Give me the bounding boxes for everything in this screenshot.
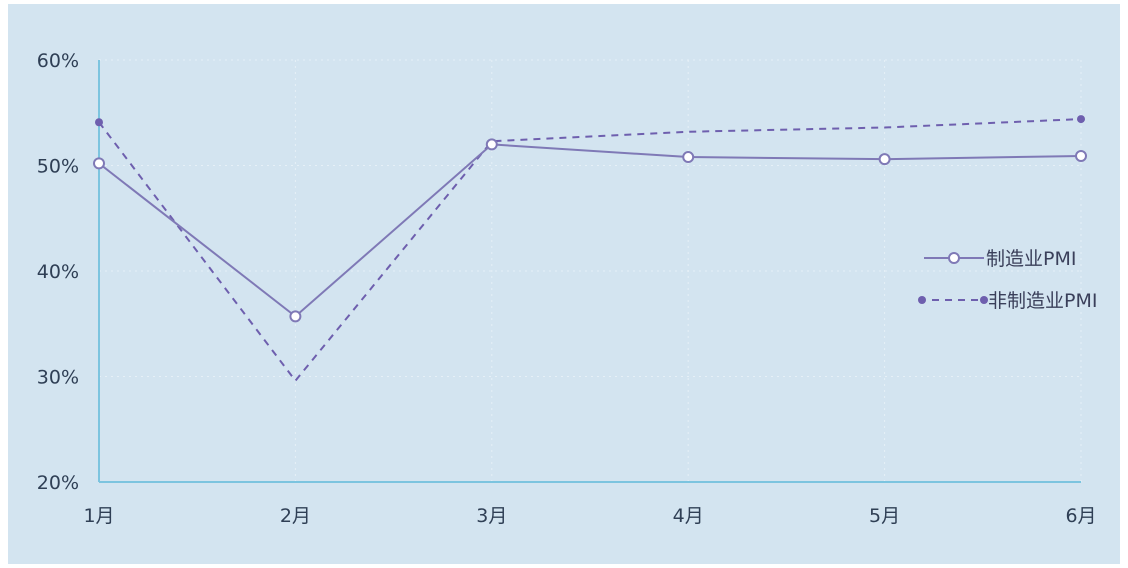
x-tick-labels: 1月 2月 3月 4月 5月 6月	[83, 505, 1096, 527]
x-tick-label: 2月	[280, 505, 311, 527]
legend-label-manufacturing: 制造业PMI	[986, 248, 1076, 270]
legend-marker-nonmanufacturing	[980, 296, 988, 304]
series-line-nonmanufacturing	[98, 118, 1082, 383]
data-point-manufacturing	[878, 153, 891, 166]
line-chart: 20% 30% 40% 50% 60% 1月 2月 3月 4月 5月 6月 制造业PMI 非制造业…	[37, 50, 1098, 527]
legend-label-nonmanufacturing: 非制造业PMI	[988, 290, 1097, 312]
grid-lines	[99, 59, 1082, 482]
y-tick-labels: 20% 30% 40% 50% 60%	[37, 50, 79, 494]
data-point-manufacturing	[1075, 150, 1087, 163]
chart-panel: 20% 30% 40% 50% 60% 1月 2月 3月 4月 5月 6月 制造业PMI 非制造业…	[8, 4, 1120, 564]
y-tick-label: 40%	[37, 261, 79, 283]
y-tick-label: 20%	[37, 472, 79, 494]
series	[93, 115, 1087, 383]
y-tick-label: 60%	[37, 50, 79, 72]
data-point-manufacturing	[485, 138, 498, 151]
x-tick-label: 1月	[83, 505, 114, 527]
axes	[98, 60, 1081, 483]
x-tick-label: 3月	[476, 505, 507, 527]
data-point-manufacturing	[682, 151, 695, 164]
series-line-manufacturing	[98, 143, 1082, 318]
legend: 制造业PMI 非制造业PMI	[918, 248, 1097, 312]
x-tick-label: 4月	[673, 505, 704, 527]
x-tick-label: 6月	[1065, 505, 1096, 527]
data-point-nonmanufacturing	[95, 118, 103, 127]
legend-marker-nonmanufacturing-left	[918, 296, 926, 304]
data-point-manufacturing	[289, 310, 302, 323]
y-tick-label: 30%	[37, 367, 79, 389]
data-point-manufacturing	[93, 157, 105, 170]
x-tick-label: 5月	[869, 505, 900, 527]
data-point-nonmanufacturing	[1077, 115, 1085, 124]
legend-marker-manufacturing	[948, 252, 960, 264]
y-tick-label: 50%	[37, 156, 79, 178]
